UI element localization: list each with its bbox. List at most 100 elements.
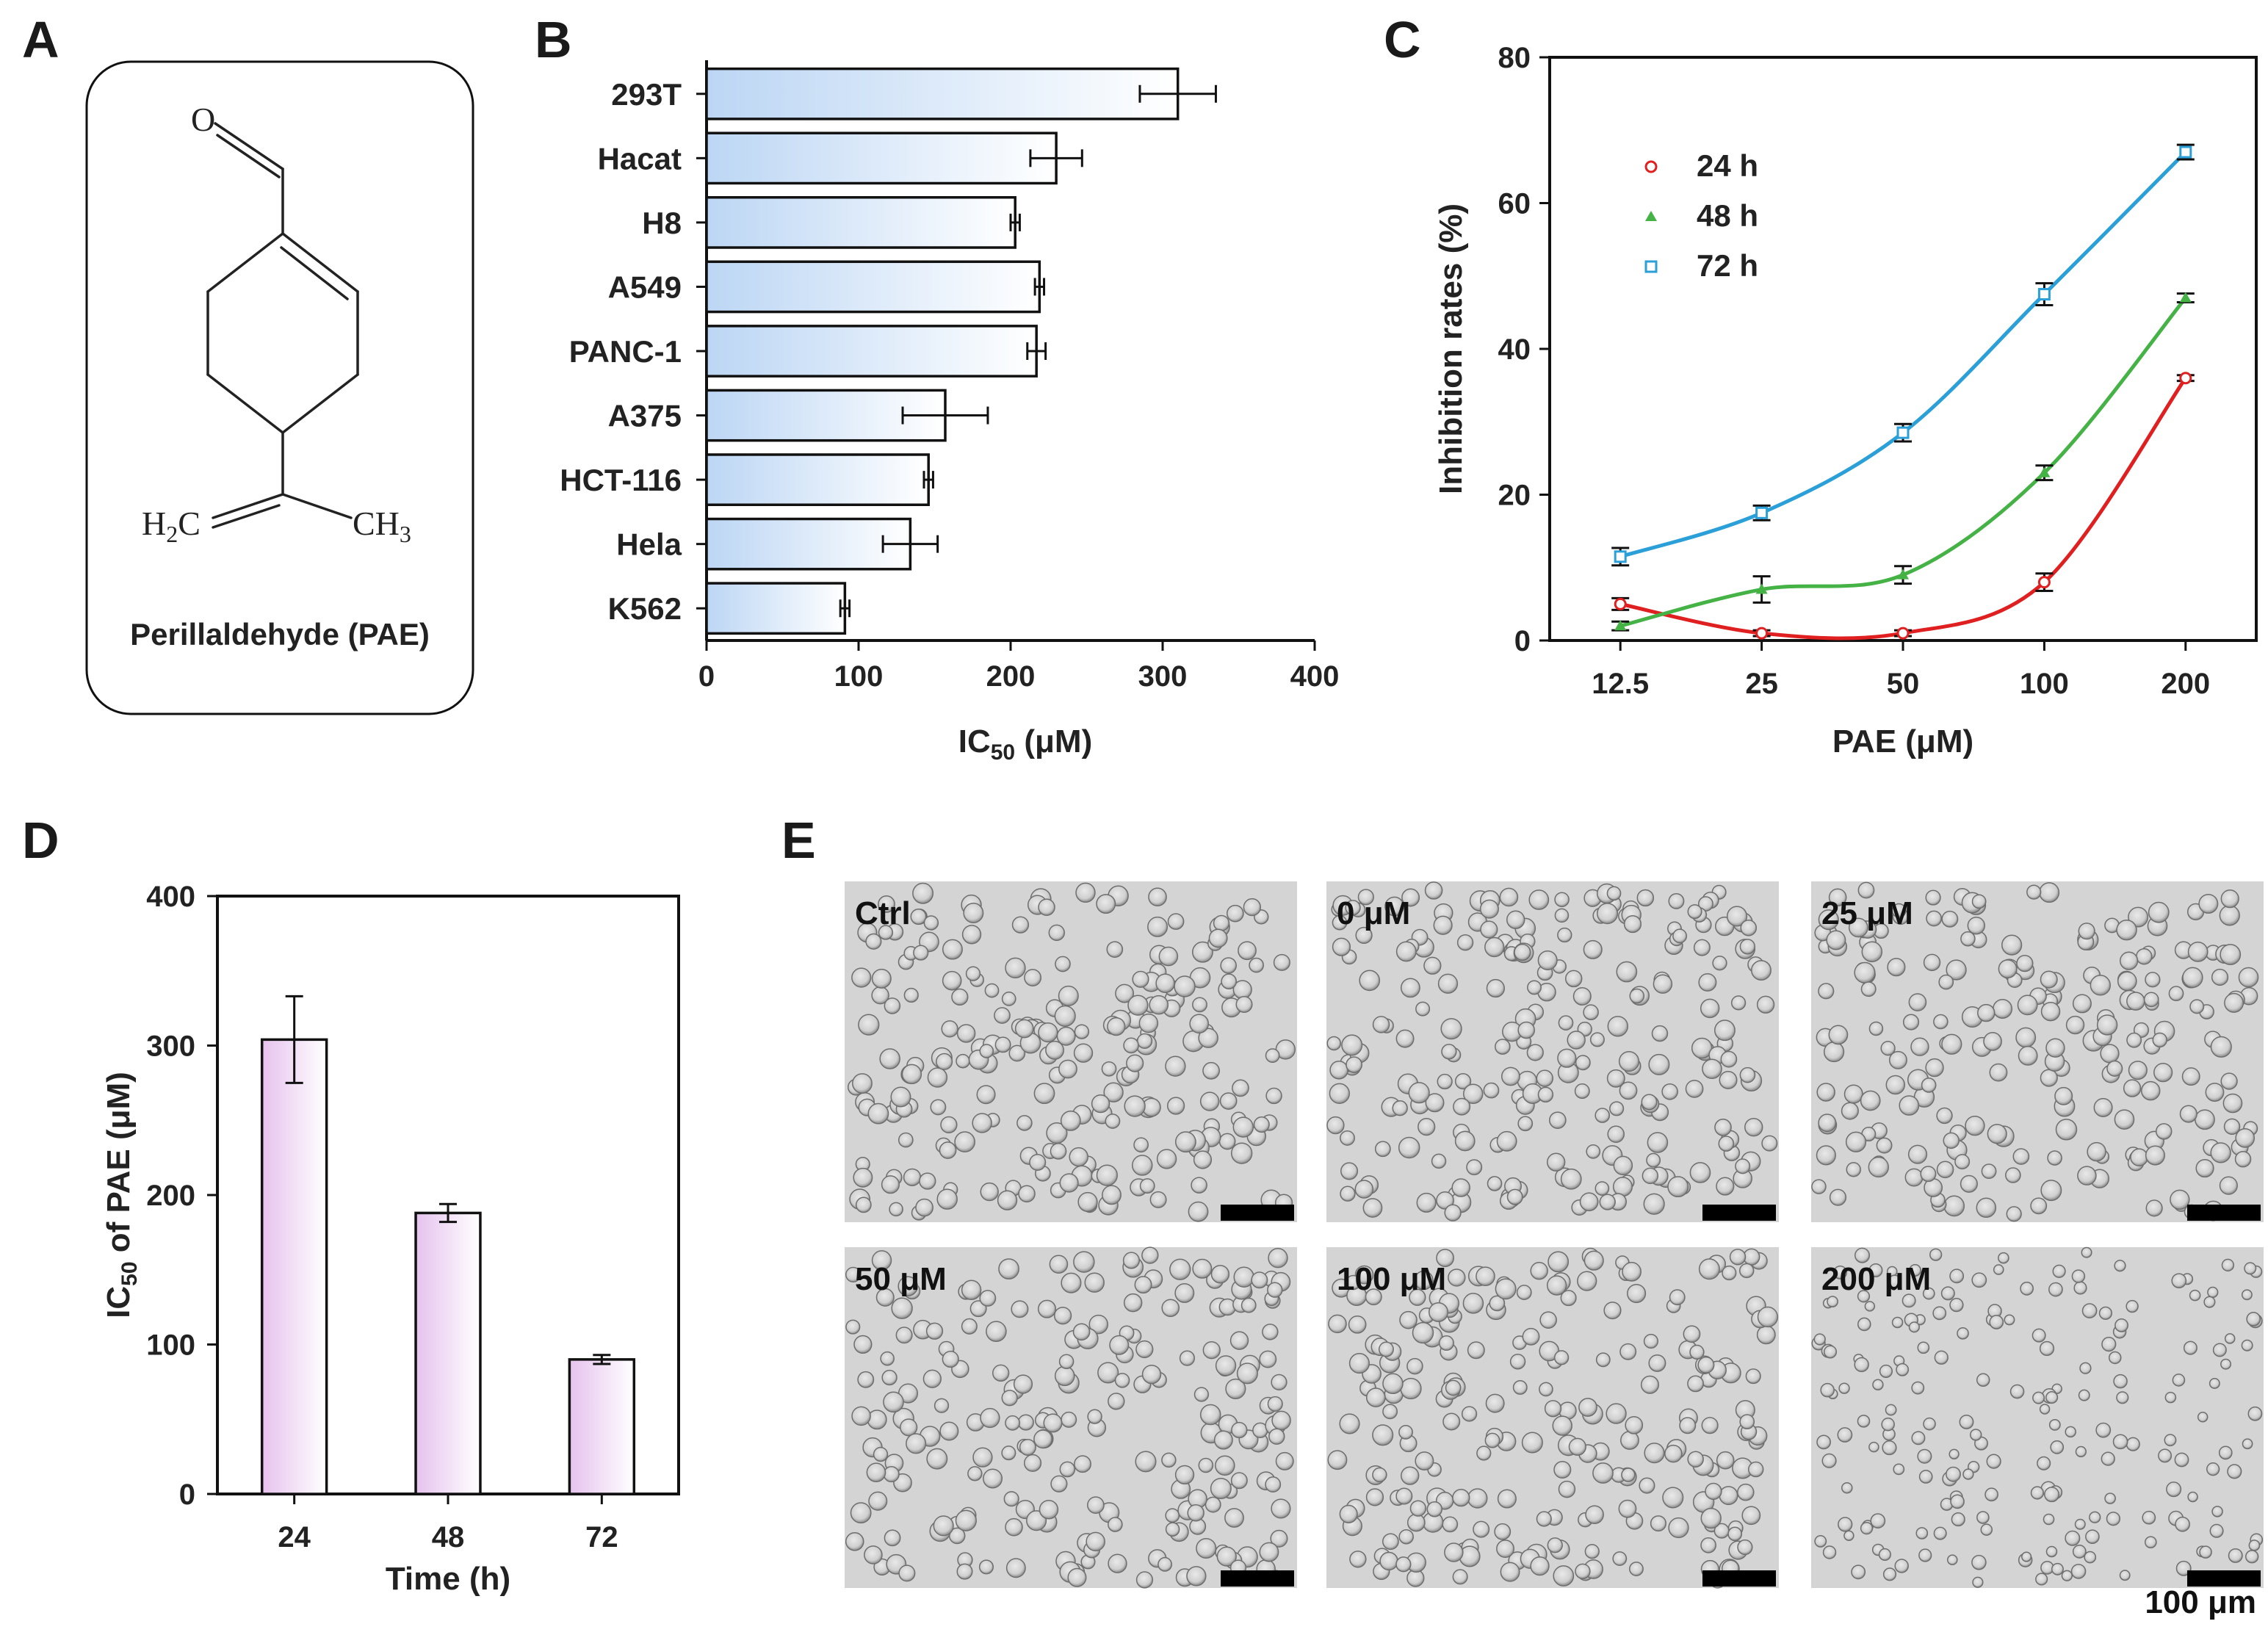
cell: [1547, 1537, 1563, 1553]
plot-frame: [1548, 56, 2258, 642]
cell: [1149, 1191, 1167, 1208]
cell: [1933, 1526, 1947, 1540]
cell: [1646, 1152, 1661, 1168]
cell: [2085, 1529, 2100, 1544]
cell: [1483, 1082, 1500, 1099]
cell: [866, 1462, 886, 1483]
y-tick-label: 20: [1498, 480, 1531, 512]
cell: [2009, 1384, 2025, 1399]
cell: [1156, 1149, 1177, 1169]
cell: [1620, 1431, 1639, 1450]
cell: [1941, 910, 1959, 928]
cell: [1268, 1248, 1288, 1268]
cell: [1698, 972, 1717, 992]
micrograph-3: 25 μM: [1811, 881, 2264, 1222]
cell: [2006, 1206, 2022, 1222]
cell: [2224, 992, 2244, 1013]
cell: [1231, 1421, 1248, 1439]
cell: [1934, 1350, 1949, 1365]
cell: [1619, 1081, 1638, 1100]
cell: [2148, 901, 2170, 923]
cell: [2098, 1306, 2112, 1320]
cell: [1097, 1362, 1119, 1384]
cell: [1854, 1357, 1869, 1373]
cell: [1199, 1404, 1221, 1426]
cell: [2222, 1093, 2243, 1114]
cell: [1326, 1036, 1342, 1051]
cell: [865, 933, 882, 950]
cell: [2116, 1391, 2129, 1404]
cell: [871, 1250, 892, 1271]
cell: [1444, 1204, 1462, 1221]
cell: [1495, 1278, 1517, 1300]
cell: [1751, 960, 1772, 981]
series-line-72h: [1619, 151, 2187, 559]
x-axis-title: PAE (μM): [1832, 723, 1973, 759]
cell: [1894, 1559, 1909, 1573]
cell: [1107, 1017, 1126, 1036]
cell: [883, 1465, 900, 1483]
cell: [1213, 1430, 1233, 1450]
cell: [2081, 1303, 2098, 1318]
cell: [1438, 1335, 1454, 1351]
cell: [901, 1064, 922, 1085]
cell: [955, 1509, 977, 1531]
cell: [1416, 1192, 1437, 1213]
cell: [1174, 1282, 1195, 1303]
cell: [2017, 995, 2038, 1016]
cell: [2075, 1445, 2087, 1458]
ylabel-part: of PAE (μM): [101, 1072, 137, 1261]
cell: [2207, 1286, 2219, 1299]
cell: [1408, 1082, 1430, 1104]
cell: [2241, 1289, 2253, 1301]
cell: [1437, 973, 1459, 994]
micrograph-label: 100 μM: [1337, 1261, 1446, 1297]
cell: [910, 908, 927, 925]
cell: [1500, 1562, 1520, 1582]
y-tick-label: 200: [146, 1180, 195, 1212]
cell: [1101, 1061, 1117, 1077]
panel-a: A O H2C CH3 Perillaldehyde (PAE): [22, 11, 474, 715]
cell: [1448, 1268, 1466, 1287]
cell: [1102, 1185, 1122, 1205]
cell: [980, 1182, 999, 1202]
cell: [961, 1280, 982, 1300]
cell: [1972, 1576, 1984, 1588]
cell: [1453, 1097, 1471, 1116]
cell: [1332, 937, 1351, 956]
cell: [1596, 903, 1619, 925]
cell: [1697, 1356, 1715, 1374]
data-point-24h: [1755, 627, 1769, 640]
panel-e: E Ctrl 0 μM 25 μM 50 μM 100 μM 200 μM 100 μm: [781, 812, 2264, 1620]
cell: [1971, 1272, 1987, 1288]
y-axis-title: Inhibition rates (%): [1433, 203, 1469, 494]
cell: [2126, 1032, 2142, 1048]
cell: [1606, 1069, 1625, 1088]
cell: [1816, 1083, 1835, 1102]
cell: [1192, 1258, 1213, 1279]
cell: [1643, 1333, 1658, 1349]
cell: [972, 1447, 993, 1468]
cell: [2040, 1001, 2061, 1022]
cell: [939, 1421, 959, 1441]
cell: [2244, 1262, 2257, 1275]
cell: [1899, 1095, 1920, 1116]
category-label: A375: [608, 399, 682, 433]
cell: [2142, 1510, 2156, 1525]
cell: [1818, 909, 1839, 931]
cell: [2005, 1167, 2021, 1183]
cell: [1346, 1274, 1361, 1291]
cell: [1059, 1461, 1076, 1478]
cell: [1199, 1091, 1220, 1111]
cell: [2247, 1406, 2263, 1421]
data-point-72h: [1896, 426, 1910, 439]
cell: [2126, 992, 2145, 1011]
panel-c: C 0 20 40 60 80 12.5 25 50 100 200 PAE (μM) Inhibit…: [1384, 11, 2258, 759]
cell: [1409, 1500, 1427, 1517]
cell: [878, 925, 894, 940]
legend-marker: [1644, 260, 1658, 273]
cell: [986, 1321, 1007, 1343]
cell: [1091, 1094, 1110, 1114]
cell: [942, 970, 962, 991]
cell: [1499, 887, 1519, 907]
